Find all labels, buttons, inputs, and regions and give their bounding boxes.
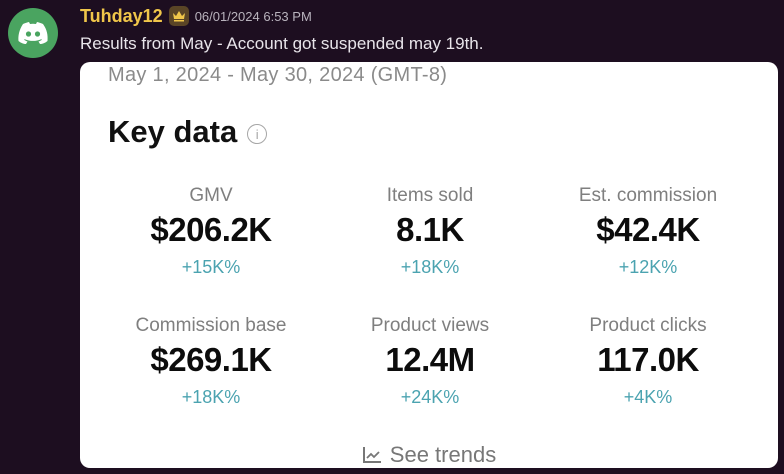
metric-value: $42.4K bbox=[596, 211, 700, 248]
metric-change: +4K% bbox=[623, 387, 673, 407]
message-text: Results from May - Account got suspended… bbox=[80, 34, 484, 53]
metric-value: 117.0K bbox=[597, 341, 699, 378]
metric-value: 12.4M bbox=[385, 341, 475, 378]
metric-product-views[interactable]: Product views 12.4M +24K% bbox=[342, 312, 518, 442]
trend-chart-icon bbox=[362, 447, 381, 463]
metric-change: +24K% bbox=[400, 387, 460, 407]
metric-label: Product clicks bbox=[589, 315, 707, 336]
key-data-title: Key data bbox=[108, 114, 238, 149]
metric-est-commission[interactable]: Est. commission $42.4K +12K% bbox=[518, 182, 778, 312]
crown-icon bbox=[168, 6, 189, 26]
message-timestamp: 06/01/2024 6:53 PM bbox=[194, 8, 312, 24]
metric-change: +15K% bbox=[181, 257, 241, 277]
metric-commission-base[interactable]: Commission base $269.1K +18K% bbox=[80, 312, 342, 442]
metric-label: Items sold bbox=[386, 185, 474, 206]
discord-avatar[interactable] bbox=[8, 8, 58, 58]
metric-product-clicks[interactable]: Product clicks 117.0K +4K% bbox=[518, 312, 778, 442]
metric-change: +18K% bbox=[181, 387, 241, 407]
metric-value: $206.2K bbox=[150, 211, 272, 248]
metric-label: Product views bbox=[370, 315, 490, 336]
metric-value: 8.1K bbox=[396, 211, 464, 248]
date-range: May 1, 2024 - May 30, 2024 (GMT-8) bbox=[108, 64, 448, 86]
metric-label: Est. commission bbox=[578, 185, 718, 206]
key-data-header: Key data i bbox=[108, 114, 268, 150]
see-trends-button[interactable]: See trends bbox=[80, 442, 778, 468]
metric-change: +18K% bbox=[400, 257, 460, 277]
metric-gmv[interactable]: GMV $206.2K +15K% bbox=[80, 182, 342, 312]
metric-label: Commission base bbox=[135, 315, 287, 336]
message-header: Tuhday12 06/01/2024 6:53 PM bbox=[80, 4, 312, 28]
discord-logo-icon bbox=[18, 22, 48, 44]
metric-items-sold[interactable]: Items sold 8.1K +18K% bbox=[342, 182, 518, 312]
info-icon[interactable]: i bbox=[247, 124, 268, 144]
username[interactable]: Tuhday12 bbox=[80, 5, 163, 26]
see-trends-label: See trends bbox=[389, 442, 497, 467]
key-data-card: May 1, 2024 - May 30, 2024 (GMT-8) Key d… bbox=[80, 62, 778, 468]
metric-value: $269.1K bbox=[150, 341, 272, 378]
metrics-grid: GMV $206.2K +15K% Items sold 8.1K +18K% … bbox=[80, 182, 778, 442]
metric-change: +12K% bbox=[618, 257, 678, 277]
metric-label: GMV bbox=[189, 185, 233, 206]
